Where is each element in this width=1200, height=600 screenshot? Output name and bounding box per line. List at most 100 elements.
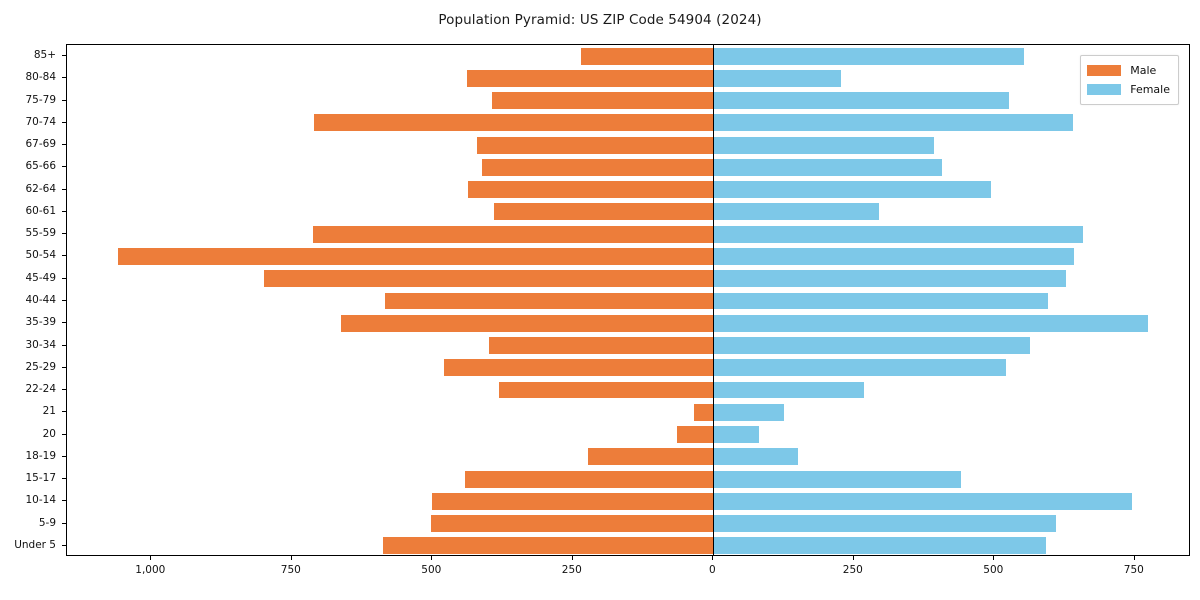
y-tick-mark: [62, 455, 66, 457]
bar-male-40-44[interactable]: [384, 292, 714, 310]
bar-row: [67, 426, 1189, 443]
y-tick-mark: [62, 344, 66, 346]
bar-female-45-49[interactable]: [713, 270, 1067, 288]
bar-female-under-5[interactable]: [713, 537, 1046, 555]
y-tick-mark: [62, 77, 66, 79]
bar-female-18-19[interactable]: [713, 448, 799, 466]
zero-axis-line: [713, 45, 715, 555]
bar-male-80-84[interactable]: [466, 69, 714, 87]
bar-female-62-64[interactable]: [713, 181, 992, 199]
y-tick-label: 85+: [33, 49, 56, 62]
bar-male-under-5[interactable]: [383, 537, 714, 555]
y-tick-label: 20: [42, 427, 56, 440]
y-tick-label: 62-64: [25, 182, 56, 195]
bar-female-10-14[interactable]: [713, 492, 1132, 510]
bar-male-70-74[interactable]: [314, 114, 714, 132]
y-tick-mark: [62, 277, 66, 279]
bar-female-15-17[interactable]: [713, 470, 962, 488]
legend-swatch-male: [1087, 65, 1122, 76]
bar-male-21[interactable]: [694, 403, 714, 421]
legend-item-male[interactable]: Male: [1087, 61, 1170, 80]
y-tick-mark: [62, 255, 66, 257]
y-tick-label: 21: [42, 405, 56, 418]
y-tick-label: 75-79: [25, 93, 56, 106]
y-tick-label: 30-34: [25, 338, 56, 351]
bar-row: [67, 114, 1189, 132]
bar-male-45-49[interactable]: [264, 270, 714, 288]
bar-male-85-[interactable]: [580, 47, 714, 65]
bar-row: [67, 492, 1189, 510]
bar-male-60-61[interactable]: [494, 203, 714, 221]
bar-male-20[interactable]: [676, 426, 714, 443]
x-tick-mark: [431, 556, 433, 560]
y-tick-mark: [62, 300, 66, 301]
bar-female-50-54[interactable]: [713, 248, 1075, 265]
y-tick-label: 80-84: [25, 71, 56, 84]
y-tick-label: 35-39: [25, 316, 56, 329]
bar-male-25-29[interactable]: [444, 359, 714, 377]
x-tick-mark: [290, 556, 292, 560]
x-tick-label: 500: [421, 564, 442, 576]
y-tick-label: 40-44: [25, 294, 56, 306]
chart-title: Population Pyramid: US ZIP Code 54904 (2…: [438, 12, 762, 28]
bar-male-30-34[interactable]: [488, 337, 714, 354]
bar-female-22-24[interactable]: [713, 381, 864, 399]
bar-row: [67, 381, 1189, 399]
y-tick-label: 65-66: [25, 160, 56, 173]
bar-female-20[interactable]: [713, 426, 759, 443]
bar-row: [67, 248, 1189, 265]
bar-female-5-9[interactable]: [713, 515, 1057, 533]
y-tick-label: 45-49: [25, 271, 56, 284]
bar-male-75-79[interactable]: [491, 92, 714, 110]
y-tick-mark: [62, 411, 66, 413]
bar-female-35-39[interactable]: [713, 314, 1148, 332]
bar-male-35-39[interactable]: [341, 314, 714, 332]
y-tick-mark: [62, 500, 66, 502]
bar-row: [67, 403, 1189, 421]
bar-male-10-14[interactable]: [432, 492, 714, 510]
bar-female-85-[interactable]: [713, 47, 1024, 65]
bar-female-40-44[interactable]: [713, 292, 1048, 310]
bar-female-80-84[interactable]: [713, 69, 841, 87]
bar-female-60-61[interactable]: [713, 203, 880, 221]
bar-male-65-66[interactable]: [481, 158, 714, 176]
bar-female-25-29[interactable]: [713, 359, 1007, 377]
y-tick-label: 10-14: [25, 494, 56, 507]
bar-male-5-9[interactable]: [431, 515, 714, 533]
x-tick-label: 250: [842, 564, 863, 576]
y-tick-mark: [62, 478, 66, 480]
x-tick-mark: [712, 556, 714, 560]
y-tick-label: 70-74: [25, 115, 56, 128]
bar-row: [67, 270, 1189, 288]
bar-female-30-34[interactable]: [713, 337, 1030, 354]
y-axis: 85+ 80-84 75-79 70-74 67-69 65-66 62-64 60-61 55…: [0, 44, 66, 556]
bar-row: [67, 314, 1189, 332]
y-tick-label: 60-61: [25, 204, 56, 217]
bar-female-55-59[interactable]: [713, 225, 1083, 243]
bar-male-67-69[interactable]: [476, 136, 714, 154]
y-tick-mark: [62, 166, 66, 168]
bar-row: [67, 158, 1189, 176]
bar-male-22-24[interactable]: [499, 381, 714, 399]
y-tick-mark: [62, 322, 66, 324]
bar-male-50-54[interactable]: [117, 248, 714, 265]
bar-female-65-66[interactable]: [713, 158, 943, 176]
bar-row: [67, 515, 1189, 533]
y-tick-mark: [62, 233, 66, 235]
legend-swatch-female: [1087, 84, 1122, 95]
bar-female-75-79[interactable]: [713, 92, 1010, 110]
x-tick-label: 250: [561, 564, 582, 576]
chart-legend[interactable]: Male Female: [1080, 55, 1179, 105]
bar-row: [67, 470, 1189, 488]
bar-female-67-69[interactable]: [713, 136, 934, 154]
bar-female-70-74[interactable]: [713, 114, 1073, 132]
plot-area: Male Female: [66, 44, 1190, 556]
bar-male-55-59[interactable]: [313, 225, 714, 243]
bar-female-21[interactable]: [713, 403, 785, 421]
legend-item-female[interactable]: Female: [1087, 80, 1170, 99]
bar-male-15-17[interactable]: [465, 470, 714, 488]
bar-male-62-64[interactable]: [467, 181, 714, 199]
bar-male-18-19[interactable]: [587, 448, 714, 466]
bar-row: [67, 359, 1189, 377]
